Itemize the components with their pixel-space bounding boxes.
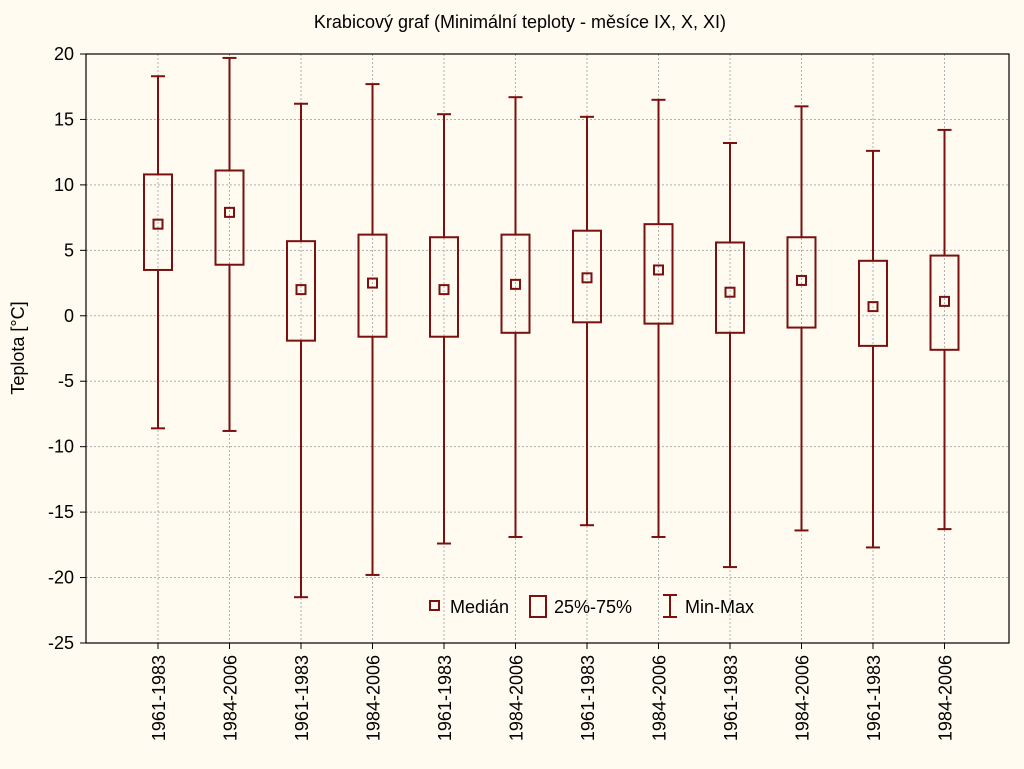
x-tick-label: 1984-2006 [507,655,527,741]
iqr-box [786,236,817,329]
iqr-box [286,240,316,342]
median-marker [224,206,235,218]
box-group [286,102,316,599]
x-tick-label: 1984-2006 [221,655,241,741]
median-marker [653,264,664,276]
x-tick-label: 1984-2006 [364,655,384,741]
box-group [858,149,888,549]
grid-lines [86,54,1009,643]
x-tick-label: 1984-2006 [793,655,813,741]
y-tick-label: 5 [64,240,74,260]
iqr-box [214,169,245,266]
median-marker [867,301,879,313]
legend-box-label: 25%-75% [554,597,632,617]
iqr-box [500,233,531,334]
median-marker [724,286,736,298]
x-axis-ticks: 1961-1983 1984-2006 1961-1983 1984-2006 1961… [149,643,956,741]
x-tick-label: 1961-1983 [578,655,598,741]
box-group [500,96,531,538]
box-group [643,98,674,538]
median-marker [510,278,521,290]
median-marker [367,277,378,289]
box-group [214,56,245,432]
box-group [143,75,173,430]
legend-range-marker [663,594,677,618]
plot-area-frame [85,53,1010,644]
y-axis-label: Teplota [°C] [8,301,28,394]
y-tick-label: -5 [58,371,74,391]
y-tick-label: -25 [48,633,74,653]
x-tick-label: 1961-1983 [435,655,455,741]
y-axis-ticks: 20 15 10 5 0 -5 -10 -15 -20 -25 [48,44,86,653]
iqr-box [572,229,602,324]
y-tick-label: 15 [54,109,74,129]
y-tick-label: -10 [48,437,74,457]
y-tick-label: -15 [48,502,74,522]
legend-median-label: Medián [450,597,509,617]
legend-box-marker [529,595,547,618]
box-group [572,115,602,527]
median-marker [939,295,950,307]
box-group [357,83,388,576]
y-tick-label: 0 [64,306,74,326]
chart-title: Krabicový graf (Minimální teploty - měsí… [314,12,726,32]
iqr-box [715,241,745,334]
median-marker [581,272,593,284]
median-marker [796,274,807,286]
median-marker [152,218,164,230]
legend-median-marker [429,600,440,611]
iqr-box [143,173,173,271]
x-tick-label: 1961-1983 [864,655,884,741]
box-group [429,113,459,545]
iqr-box [929,254,960,351]
box-group [715,142,745,569]
boxes [143,56,960,599]
iqr-box [858,259,888,347]
iqr-box [357,233,388,338]
legend: Medián 25%-75% Min-Max [429,594,754,618]
x-tick-label: 1961-1983 [292,655,312,741]
x-tick-label: 1984-2006 [936,655,956,741]
iqr-box [643,223,674,325]
x-tick-label: 1961-1983 [149,655,169,741]
legend-range-label: Min-Max [685,597,754,617]
median-marker [295,284,307,296]
y-tick-label: 20 [54,44,74,64]
x-tick-label: 1984-2006 [650,655,670,741]
x-tick-label: 1961-1983 [721,655,741,741]
median-marker [438,284,450,296]
y-tick-label: 10 [54,175,74,195]
box-group [929,128,960,531]
iqr-box [429,236,459,338]
box-group [786,105,817,532]
y-tick-label: -20 [48,568,74,588]
